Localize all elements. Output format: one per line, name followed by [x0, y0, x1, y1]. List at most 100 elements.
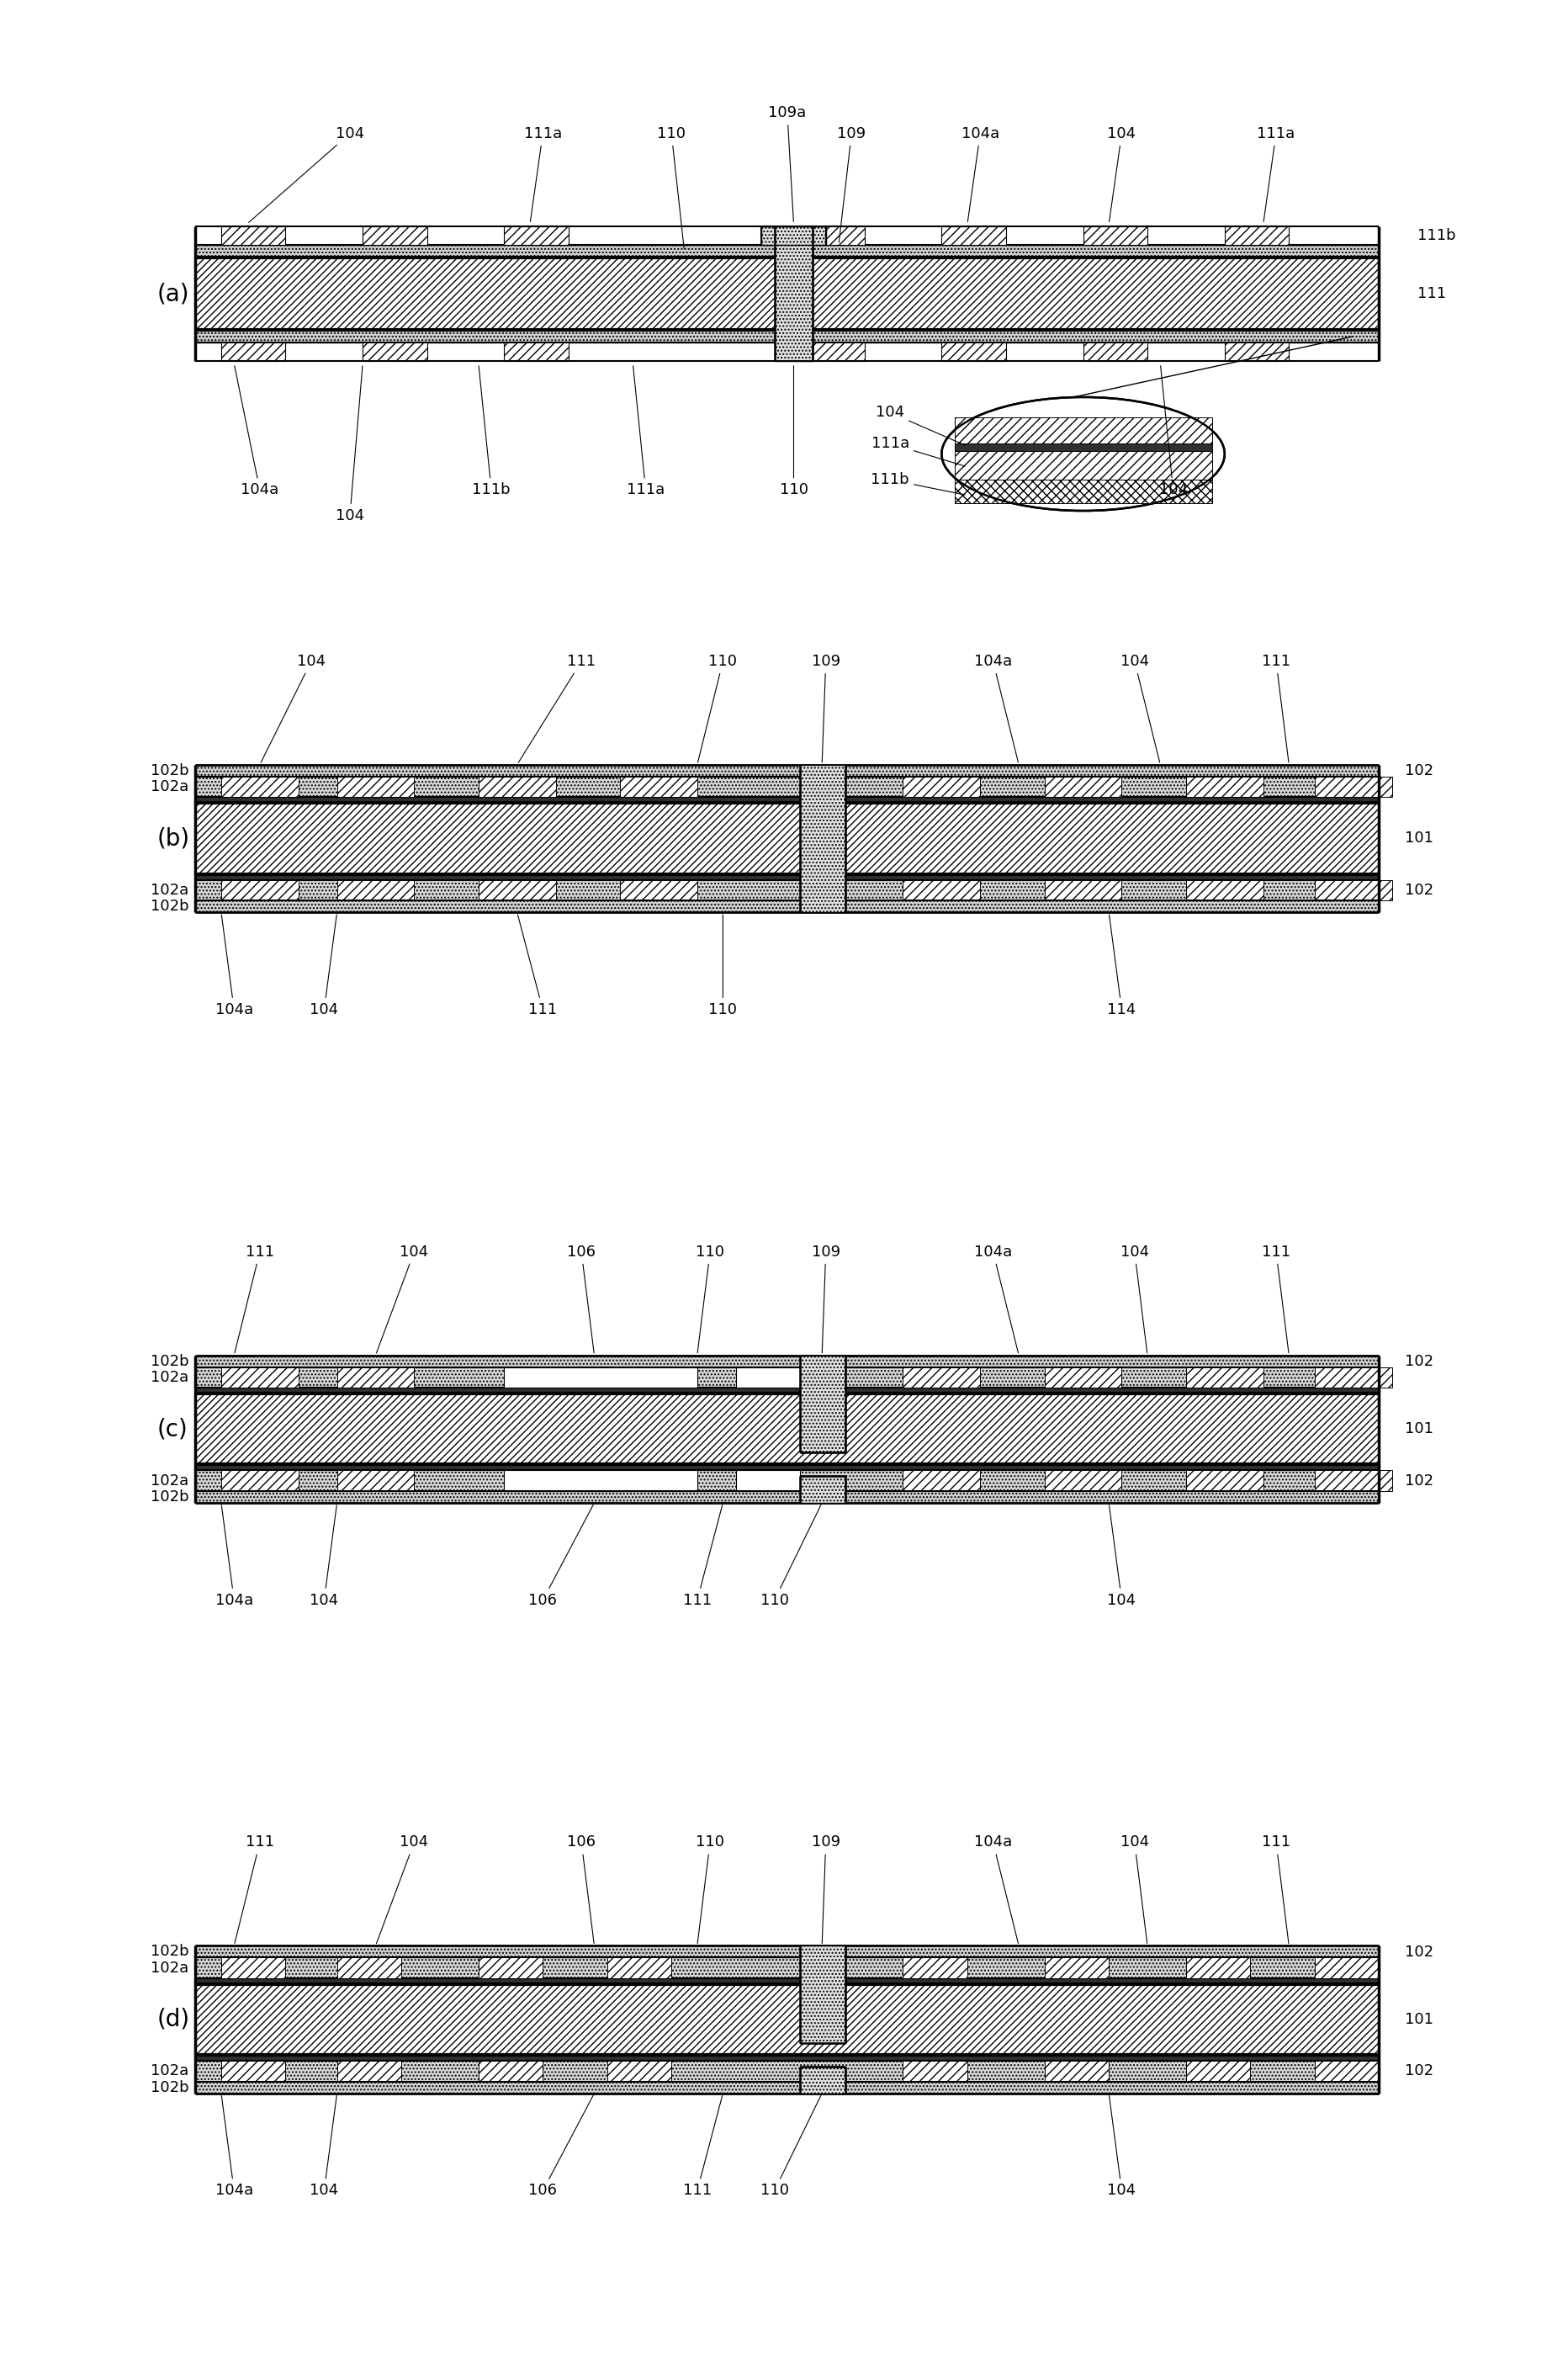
Bar	[221, 227, 285, 246]
Bar	[800, 2067, 845, 2093]
Bar	[1082, 227, 1146, 246]
Text: 106: 106	[566, 1835, 596, 1944]
Bar	[503, 1368, 696, 1389]
Text: 104: 104	[1107, 2095, 1135, 2199]
Bar	[196, 1394, 1378, 1464]
Text: 104a: 104a	[974, 654, 1018, 763]
Text: 111a: 111a	[524, 125, 561, 222]
Bar	[1185, 1958, 1250, 1979]
Text: 102a: 102a	[151, 1960, 190, 1975]
Bar	[503, 1469, 696, 1490]
Text: (d): (d)	[157, 2008, 190, 2031]
Bar	[953, 418, 1210, 444]
Text: 111b: 111b	[870, 472, 964, 494]
Bar	[800, 227, 864, 246]
Text: 110: 110	[698, 654, 737, 763]
Bar	[800, 765, 845, 912]
Text: 110: 110	[759, 1505, 820, 1609]
Bar	[478, 777, 555, 796]
Bar	[953, 451, 1210, 479]
Text: 111a: 111a	[870, 437, 964, 465]
Text: 111: 111	[1261, 1245, 1290, 1353]
Bar	[1185, 879, 1262, 900]
Text: 104: 104	[336, 366, 364, 524]
Text: 106: 106	[528, 2095, 593, 2199]
Bar	[196, 900, 1378, 912]
Text: (a): (a)	[157, 281, 190, 305]
Bar	[800, 1946, 845, 2043]
Text: 111: 111	[682, 1505, 721, 1609]
Bar	[196, 1490, 1378, 1502]
Text: 104: 104	[1120, 1245, 1148, 1353]
Text: 102: 102	[1403, 1353, 1433, 1370]
Bar	[800, 1356, 845, 1453]
Bar	[337, 1469, 414, 1490]
Bar	[221, 342, 285, 361]
Bar	[196, 765, 1378, 777]
Text: 102: 102	[1403, 763, 1433, 779]
Text: (c): (c)	[157, 1417, 188, 1441]
Bar	[735, 1469, 800, 1490]
Bar	[196, 1368, 1378, 1389]
Bar	[953, 479, 1210, 503]
Bar	[760, 227, 825, 246]
Bar	[1314, 879, 1391, 900]
Text: 111: 111	[235, 1245, 274, 1353]
Bar	[1314, 1958, 1378, 1979]
Bar	[196, 1356, 1378, 1368]
Bar	[503, 227, 568, 246]
Bar	[196, 803, 1378, 874]
Bar	[1225, 342, 1289, 361]
Text: 104: 104	[1107, 125, 1135, 222]
Bar	[1314, 1368, 1391, 1389]
Bar	[941, 227, 1005, 246]
Text: 109: 109	[811, 654, 840, 763]
Bar	[903, 1368, 980, 1389]
Text: 109: 109	[837, 125, 866, 243]
Bar	[1314, 777, 1391, 796]
Circle shape	[941, 397, 1225, 510]
Bar	[196, 777, 1378, 796]
Text: 102b: 102b	[151, 1353, 190, 1368]
Bar	[221, 1469, 298, 1490]
Text: 104a: 104a	[215, 914, 252, 1018]
Text: 104: 104	[309, 2095, 339, 2199]
Text: 104: 104	[1159, 366, 1187, 498]
Text: 111: 111	[517, 654, 596, 763]
Text: 109: 109	[811, 1835, 840, 1944]
Bar	[221, 879, 298, 900]
Bar	[903, 777, 980, 796]
Bar	[196, 1946, 1378, 1958]
Bar	[1185, 1469, 1262, 1490]
Text: 104a: 104a	[974, 1835, 1018, 1944]
Bar	[1044, 879, 1121, 900]
Bar	[196, 1464, 1378, 1469]
Text: 102b: 102b	[151, 763, 190, 777]
Text: 104: 104	[309, 1505, 339, 1609]
Bar	[1185, 2060, 1250, 2081]
Bar	[1225, 227, 1289, 246]
Bar	[221, 777, 298, 796]
Bar	[1185, 777, 1262, 796]
Bar	[196, 331, 1378, 342]
Text: 111b: 111b	[472, 366, 510, 498]
Bar	[503, 342, 568, 361]
Bar	[196, 1389, 1378, 1394]
Text: 104: 104	[376, 1245, 428, 1353]
Text: 104a: 104a	[215, 2095, 252, 2199]
Text: 111a: 111a	[626, 366, 665, 498]
Text: 111b: 111b	[1417, 229, 1455, 243]
Text: 111: 111	[682, 2095, 721, 2199]
Text: 111a: 111a	[1256, 125, 1295, 222]
Text: 102a: 102a	[151, 1474, 190, 1488]
Text: 102b: 102b	[151, 1490, 190, 1505]
Text: 104: 104	[1120, 654, 1159, 763]
Bar	[337, 1958, 401, 1979]
Bar	[196, 1979, 1378, 1984]
Text: 110: 110	[695, 1835, 724, 1944]
Text: 104a: 104a	[974, 1245, 1018, 1353]
Bar	[1082, 342, 1146, 361]
Bar	[1185, 1368, 1262, 1389]
Bar	[619, 777, 696, 796]
Text: 111: 111	[1261, 654, 1290, 763]
